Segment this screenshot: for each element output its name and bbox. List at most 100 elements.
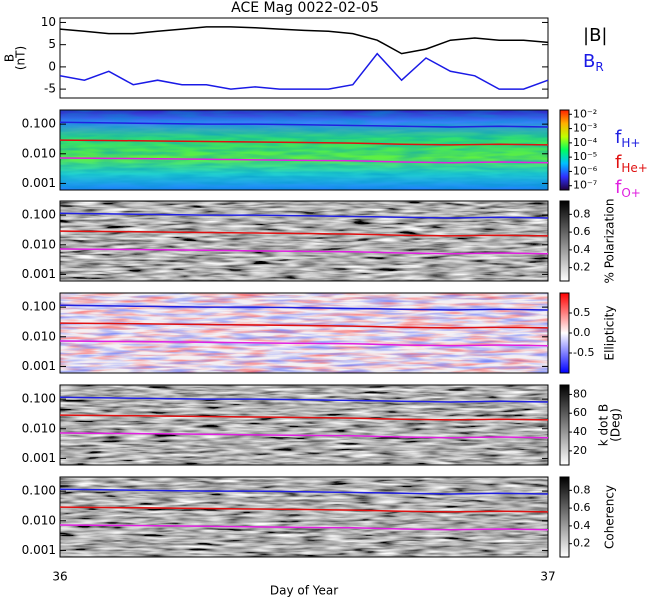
series-line [59, 139, 549, 146]
spectrogram-background [60, 201, 548, 281]
series-line [59, 230, 549, 237]
legend-entry: BR [583, 51, 604, 74]
colorbar-tick-label: 10⁻⁶ [573, 164, 598, 177]
colorbar-tick-label: 10⁻⁴ [573, 136, 598, 149]
colorbar-tick-label: 10⁻⁷ [573, 179, 597, 192]
legend-label: f [615, 127, 622, 148]
legend-entry: fHe+ [615, 152, 648, 175]
series-line [59, 26, 549, 55]
colorbar-tick-label: -0.5 [573, 346, 594, 359]
colorbar-tick-label: 0.6 [573, 225, 591, 238]
colorbar [559, 200, 570, 282]
colorbar-tick-label: 0.4 [573, 519, 591, 532]
plot-frame [59, 384, 549, 466]
legend-subscript: H+ [621, 136, 640, 150]
y-tick-label: 0.001 [22, 451, 56, 465]
colorbar [559, 109, 570, 191]
colorbar [559, 384, 570, 466]
series-line [59, 340, 549, 347]
plot-frame [59, 476, 549, 558]
series-line [59, 524, 549, 531]
y-tick-label: 0.100 [22, 208, 56, 222]
x-tick-label: 37 [540, 570, 555, 584]
colorbar-tick-label: 60 [573, 406, 587, 419]
spectrogram-texture [60, 293, 548, 373]
series-line [59, 396, 549, 403]
spectrogram-texture [60, 110, 548, 190]
colorbar-label: % Polarization [603, 199, 617, 284]
series-line [59, 414, 549, 421]
series-line [59, 212, 549, 219]
y-tick-label: 0.010 [22, 146, 56, 160]
y-tick-label: 0.001 [22, 359, 56, 373]
plot-frame [59, 17, 549, 99]
x-axis-label: Day of Year [270, 584, 338, 598]
y-tick-label: 0.001 [22, 543, 56, 557]
y-tick-label: 0.010 [22, 329, 56, 343]
y-tick-label: 0.010 [22, 237, 56, 251]
colorbar-label: k dot B [597, 404, 611, 446]
series-line [59, 121, 549, 128]
colorbar-label: (Deg) [609, 408, 623, 442]
colorbar-tick-label: 0.5 [573, 306, 591, 319]
series-line [59, 322, 549, 329]
legend-label: B [583, 51, 595, 72]
series-line [59, 52, 549, 90]
colorbar-tick-label: 20 [573, 444, 587, 457]
legend-entry: fO+ [615, 177, 641, 200]
colorbar-tick-label: 10⁻³ [573, 122, 597, 135]
plot-frame [59, 292, 549, 374]
colorbar [559, 292, 570, 374]
series-line [59, 304, 549, 311]
colorbar-tick-label: 0.8 [573, 207, 591, 220]
spectrogram-background [60, 385, 548, 465]
plot-frame [59, 200, 549, 282]
colorbar-tick-label: 0.2 [573, 261, 591, 274]
colorbar-tick-label: 0.6 [573, 501, 591, 514]
x-tick-label: 36 [52, 570, 67, 584]
colorbar-tick-label: 0.2 [573, 537, 591, 550]
colorbar [559, 476, 570, 558]
colorbar-tick-label: 10⁻² [573, 107, 597, 120]
legend-label: f [615, 152, 622, 173]
y-tick-label: -5 [44, 82, 56, 96]
colorbar-label: Coherency [603, 485, 617, 549]
y-tick-label: 0.001 [22, 176, 56, 190]
colorbar-label: Ellipticity [603, 306, 617, 361]
spectrogram-background [60, 477, 548, 557]
y-axis-label: (nT) [14, 46, 28, 70]
y-tick-label: 0.100 [22, 484, 56, 498]
legend-subscript: He+ [621, 161, 647, 175]
y-axis-label: B [3, 54, 17, 62]
legend-entry: fH+ [615, 127, 640, 150]
y-tick-label: 0.100 [22, 300, 56, 314]
series-line [59, 157, 549, 164]
series-line [59, 248, 549, 255]
y-tick-label: 0.100 [22, 392, 56, 406]
series-line [59, 432, 549, 439]
y-tick-label: 0.010 [22, 421, 56, 435]
legend-label: f [615, 177, 622, 198]
chart-title: ACE Mag 0022-02-05 [231, 0, 379, 16]
y-tick-label: 0.001 [22, 267, 56, 281]
series-line [59, 488, 549, 495]
legend-subscript: O+ [621, 186, 641, 200]
y-tick-label: 0.010 [22, 513, 56, 527]
colorbar-tick-label: 0.4 [573, 243, 591, 256]
y-tick-label: 0 [48, 59, 56, 73]
plot-frame [59, 109, 549, 191]
legend-label: |B| [583, 25, 607, 46]
colorbar-tick-label: 80 [573, 387, 587, 400]
legend-entry: |B| [583, 25, 607, 46]
series-line [59, 506, 549, 513]
legend-subscript: R [595, 60, 603, 74]
colorbar-tick-label: 40 [573, 425, 587, 438]
y-tick-label: 10 [41, 15, 56, 29]
y-tick-label: 5 [48, 37, 56, 51]
colorbar-tick-label: 0.8 [573, 483, 591, 496]
colorbar-tick-label: 10⁻⁵ [573, 150, 597, 163]
y-tick-label: 0.100 [22, 117, 56, 131]
colorbar-tick-label: 0.0 [573, 326, 591, 339]
